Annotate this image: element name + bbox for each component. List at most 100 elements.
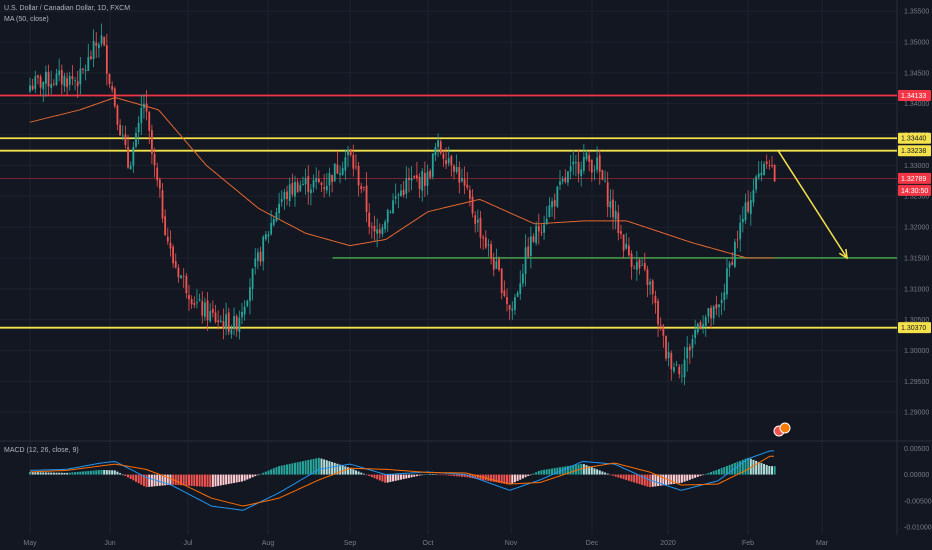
candle-body <box>516 292 519 297</box>
price-tick-label: 1.34000 <box>904 101 929 108</box>
candle-body <box>373 225 376 232</box>
macd-histogram-bar <box>588 466 591 475</box>
candle-body <box>310 189 312 194</box>
macd-histogram-bar <box>392 474 395 482</box>
macd-histogram-bar <box>55 472 58 475</box>
projection-arrow[interactable] <box>777 149 848 260</box>
candle-body <box>370 226 373 228</box>
candle-body <box>243 306 246 315</box>
macd-histogram-bar <box>596 469 599 475</box>
candle-body <box>553 200 556 207</box>
ma-legend[interactable]: MA (50, close) <box>4 16 49 23</box>
macd-histogram-bar <box>82 471 84 475</box>
candle-body <box>119 124 121 136</box>
candle-body <box>42 81 45 90</box>
macd-histogram-bar <box>590 467 593 475</box>
candle-body <box>421 171 424 191</box>
macd-histogram-bar <box>246 474 249 480</box>
symbol-title[interactable]: U.S. Dollar / Canadian Dollar, 1D, FXCM <box>4 5 131 12</box>
macd-histogram-bar <box>360 472 363 475</box>
candle-body <box>328 173 331 186</box>
macd-histogram-bar <box>174 474 177 485</box>
macd-histogram-bar <box>678 474 681 484</box>
macd-histogram-bar <box>723 467 726 475</box>
macd-legend[interactable]: MACD (12, 26, close, 9) <box>4 447 79 454</box>
candle-body <box>68 76 71 85</box>
macd-histogram-bar <box>368 474 371 476</box>
macd-histogram-bar <box>566 465 569 475</box>
macd-histogram-bar <box>150 474 153 487</box>
macd-histogram-bar <box>190 474 193 486</box>
macd-histogram-bar <box>659 474 662 486</box>
candle-body <box>209 311 212 322</box>
macd-histogram-bar <box>612 474 614 476</box>
candle-body <box>241 311 243 318</box>
macd-histogram-bar <box>384 474 387 483</box>
candle-body <box>588 155 591 162</box>
candle-body <box>37 75 39 78</box>
macd-histogram-bar <box>760 462 763 475</box>
candle-body <box>628 245 630 256</box>
price-tick-label: 1.29500 <box>904 379 929 386</box>
candle-body <box>476 219 479 223</box>
macd-histogram-bar <box>476 474 479 480</box>
candle-body <box>508 305 511 310</box>
candle-body <box>304 178 307 185</box>
candle-body <box>741 218 744 223</box>
macd-histogram-bar <box>747 457 750 475</box>
candle-body <box>283 192 286 200</box>
candle-body <box>264 234 267 240</box>
macd-histogram-bar <box>339 464 342 475</box>
candle-body <box>763 163 765 176</box>
x-tick-label: May <box>23 540 37 547</box>
macd-histogram-bar <box>84 471 87 475</box>
candle-body <box>728 263 731 268</box>
macd-histogram-bar <box>222 474 225 485</box>
macd-histogram-bar <box>256 474 259 476</box>
candle-body <box>137 122 140 133</box>
macd-histogram-bar <box>731 463 734 475</box>
candle-body <box>312 180 315 188</box>
macd-histogram-bar <box>763 463 766 475</box>
candle-body <box>439 141 442 154</box>
candle-body <box>368 212 371 227</box>
candle-body <box>694 330 697 339</box>
macd-histogram-bar <box>198 474 201 487</box>
candle-body <box>333 163 336 182</box>
candle-body <box>52 83 55 85</box>
candle-body <box>686 347 689 359</box>
candle-body <box>466 184 469 188</box>
candle-body <box>272 219 275 226</box>
macd-histogram-bar <box>429 473 432 475</box>
candle-body <box>196 301 198 304</box>
candle-body <box>31 85 34 90</box>
candle-body <box>360 186 363 190</box>
candle-body <box>45 71 47 84</box>
price-tick-label: 1.29000 <box>904 410 929 417</box>
candle-body <box>384 221 386 230</box>
candle-body <box>455 167 458 172</box>
macd-histogram-bar <box>201 474 204 487</box>
candle-body <box>747 201 750 212</box>
macd-histogram-bar <box>686 474 689 481</box>
candle-body <box>659 324 662 326</box>
macd-histogram-bar <box>365 474 368 476</box>
macd-histogram-bar <box>248 474 251 479</box>
x-tick-label: Jul <box>184 540 193 547</box>
candle-body <box>601 170 604 180</box>
macd-histogram-bar <box>315 458 318 475</box>
candle-body <box>158 179 161 189</box>
candle-body <box>423 172 426 186</box>
candle-body <box>288 184 291 202</box>
macd-histogram-bar <box>296 462 299 475</box>
macd-histogram-bar <box>529 474 532 476</box>
candle-body <box>180 275 182 279</box>
candle-body <box>734 241 736 267</box>
macd-pane <box>29 450 776 511</box>
price-tag-label: 1.30370 <box>901 325 926 332</box>
price-tag-label: 1.33238 <box>901 148 926 155</box>
candle-body <box>458 166 461 183</box>
macd-histogram-bar <box>548 468 551 475</box>
